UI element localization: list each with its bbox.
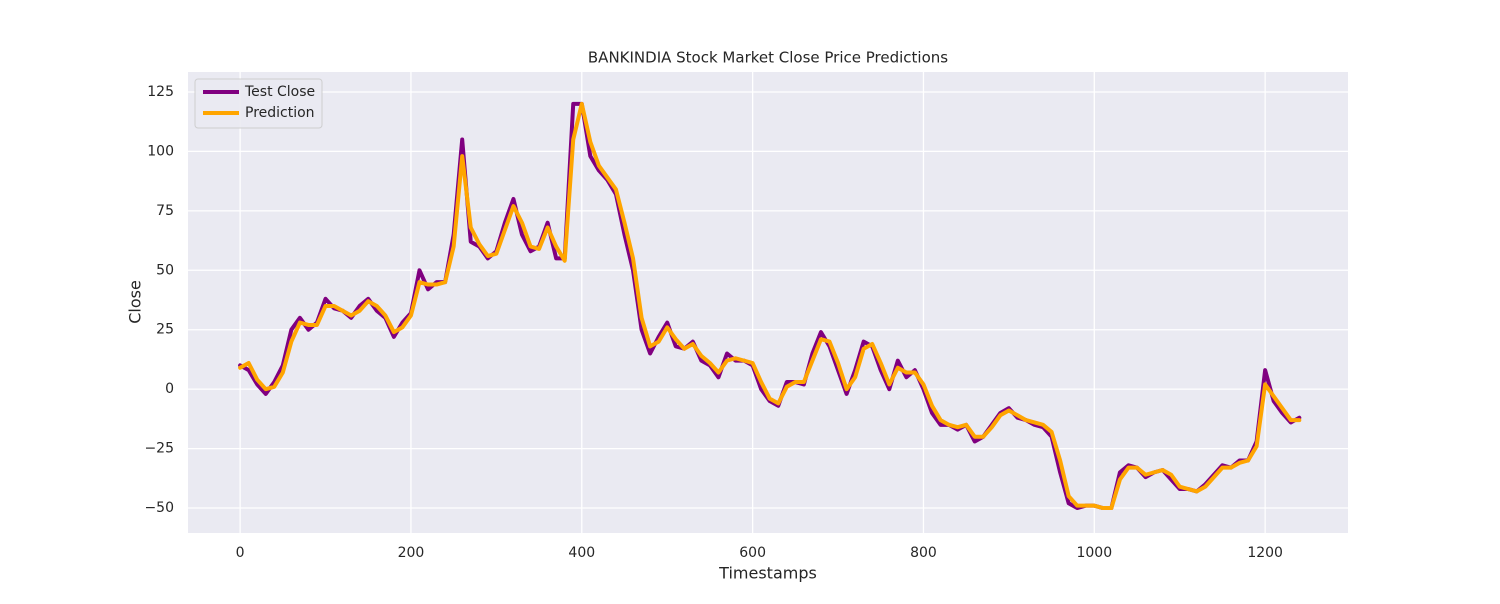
x-tick-label: 800 bbox=[910, 545, 937, 561]
x-tick-label: 0 bbox=[236, 545, 245, 561]
x-axis-label: Timestamps bbox=[718, 564, 817, 583]
plot-area bbox=[188, 72, 1348, 533]
grid bbox=[188, 72, 1348, 533]
legend-label: Test Close bbox=[244, 84, 315, 100]
line-series bbox=[238, 101, 1302, 511]
x-tick-label: 1200 bbox=[1247, 545, 1283, 561]
line-series bbox=[238, 101, 1302, 511]
x-tick-label: 400 bbox=[568, 545, 595, 561]
legend-label: Prediction bbox=[245, 105, 315, 121]
y-tick-label: 100 bbox=[147, 143, 174, 159]
y-tick-label: 0 bbox=[165, 381, 174, 397]
legend: Test Close Prediction bbox=[194, 78, 323, 129]
y-tick-label: 75 bbox=[156, 203, 174, 219]
x-tick-label: 1000 bbox=[1076, 545, 1112, 561]
lines bbox=[238, 101, 1302, 511]
x-tick-label: 200 bbox=[398, 545, 425, 561]
y-tick-label: −25 bbox=[144, 441, 174, 457]
y-tick-label: 25 bbox=[156, 322, 174, 338]
x-tick-label: 600 bbox=[739, 545, 766, 561]
y-tick-label: 125 bbox=[147, 84, 174, 100]
y-tick-label: 50 bbox=[156, 262, 174, 278]
y-axis-label: Close bbox=[126, 280, 145, 324]
y-tick-label: −50 bbox=[144, 500, 174, 516]
chart-title: BANKINDIA Stock Market Close Price Predi… bbox=[588, 49, 948, 67]
